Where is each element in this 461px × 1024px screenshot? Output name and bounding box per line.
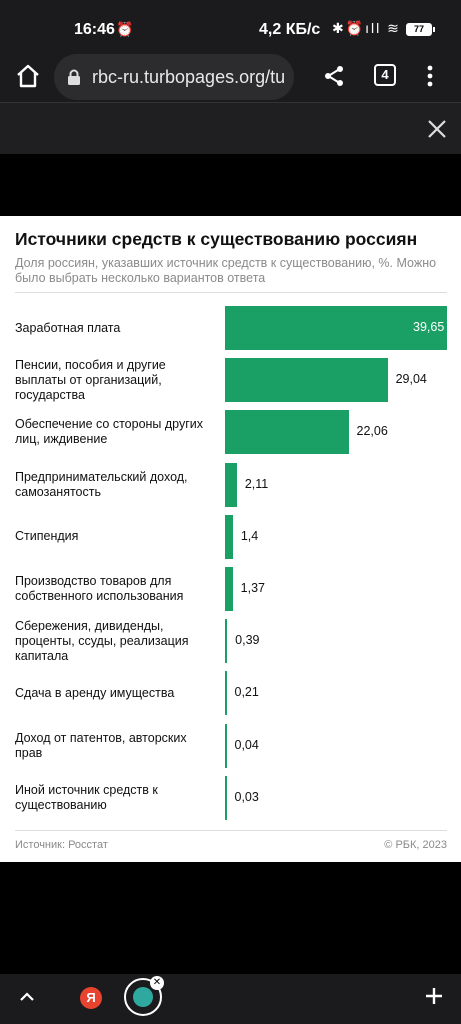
- tab-switcher-button[interactable]: 4: [374, 64, 396, 86]
- bar: [225, 619, 228, 664]
- bottom-navigation-bar: Я ✕: [0, 974, 461, 1024]
- category-label: Производство товаров для собственного ис…: [15, 574, 184, 603]
- data-label: 0,21: [234, 685, 259, 700]
- url-text: rbc-ru.turbopages.org/tu: [92, 67, 286, 87]
- status-bar: 16:46 ⏰ 4,2 КБ/с ✱⏰ıll ≋ 77: [0, 0, 461, 52]
- bar: [225, 410, 349, 455]
- data-label: 0,03: [234, 789, 259, 804]
- bar: [225, 514, 233, 559]
- chart-card: Источники средств к существованию россия…: [0, 216, 461, 862]
- plus-icon[interactable]: [424, 986, 444, 1006]
- address-bar[interactable]: rbc-ru.turbopages.org/tu: [54, 54, 294, 100]
- data-label: 1,4: [240, 528, 259, 543]
- home-icon[interactable]: [14, 62, 42, 90]
- bar-chart: Заработная плата 39,65 Пенсии, пособия и д…: [0, 216, 461, 862]
- bar: [225, 462, 237, 507]
- bar: [225, 358, 388, 403]
- category-label: Стипендия: [15, 529, 79, 544]
- close-icon[interactable]: [425, 117, 449, 141]
- data-label: 0,04: [234, 737, 259, 752]
- status-time: 16:46: [74, 21, 115, 38]
- data-label: 29,04: [395, 372, 427, 387]
- app-shortcut-button[interactable]: [124, 978, 162, 1016]
- category-label: Иной источник средств к существованию: [15, 782, 158, 812]
- close-icon[interactable]: ✕: [150, 976, 164, 990]
- bar: [225, 723, 227, 768]
- data-label: 0,39: [235, 633, 260, 648]
- category-label: Доход от патентов, авторских прав: [15, 730, 187, 760]
- category-label: Пенсии, пособия и другие выплаты от орга…: [15, 357, 166, 402]
- system-status-icons: ✱⏰ıll ≋: [332, 20, 401, 36]
- category-label: Сдача в аренду имущества: [15, 685, 175, 700]
- chart-credit: © РБК, 2023: [384, 839, 447, 851]
- bar: [225, 306, 447, 350]
- network-speed: 4,2 КБ/с: [259, 21, 321, 38]
- app-logo-icon: [133, 987, 153, 1007]
- alarm-icon: ⏰: [116, 21, 134, 37]
- bar: [225, 775, 227, 820]
- overflow-menu-icon[interactable]: [420, 64, 440, 88]
- data-label: 2,11: [244, 476, 269, 491]
- category-label: Предпринимательский доход, самозанятость: [15, 469, 188, 499]
- chevron-up-icon[interactable]: [18, 990, 36, 1004]
- bar: [225, 671, 227, 716]
- browser-toolbar: rbc-ru.turbopages.org/tu 4: [0, 52, 461, 102]
- battery-icon: 77: [406, 23, 435, 36]
- data-label: 39,65: [413, 320, 445, 334]
- yandex-icon[interactable]: Я: [80, 987, 102, 1009]
- bar: [225, 567, 233, 611]
- share-icon[interactable]: [322, 64, 346, 88]
- ad-banner: [0, 102, 461, 154]
- chart-subtitle: Доля россиян, указавших источник средств…: [15, 256, 437, 285]
- category-label: Сбережения, дивиденды, проценты, ссуды, …: [15, 618, 189, 663]
- lock-icon: [68, 69, 80, 85]
- data-label: 22,06: [356, 424, 388, 439]
- category-label: Обеспечение со стороны других лиц, иждив…: [15, 417, 204, 447]
- data-label: 1,37: [240, 581, 265, 595]
- category-label: Заработная плата: [15, 320, 121, 335]
- chart-title: Источники средств к существованию россия…: [15, 229, 418, 249]
- divider: [15, 292, 447, 293]
- divider: [15, 830, 447, 831]
- chart-source: Источник: Росстат: [15, 839, 108, 851]
